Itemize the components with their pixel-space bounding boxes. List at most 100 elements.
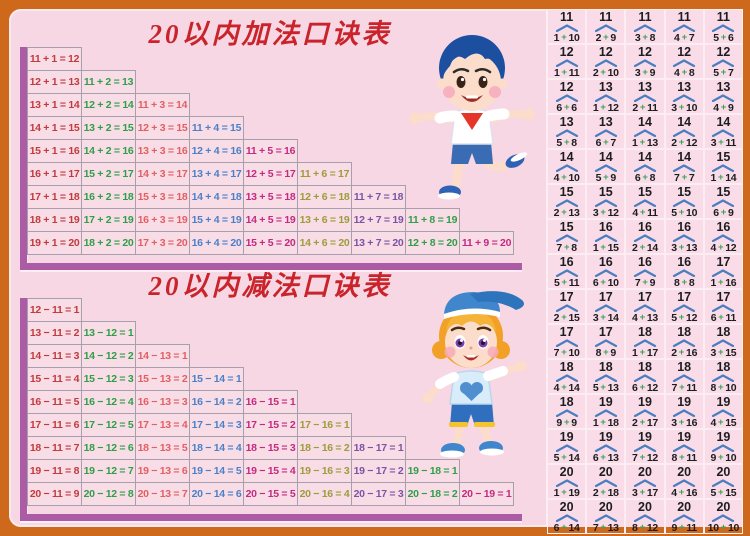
bond-plus-sign: +	[639, 207, 646, 218]
bond-parts: 5 +15	[710, 487, 736, 499]
addition-fact-cell: 11 + 7 = 18	[351, 185, 406, 209]
girl-character-illustration	[422, 291, 527, 458]
bond-split-caret-icon	[555, 268, 578, 277]
bond-plus-sign: +	[718, 277, 724, 288]
number-bond-cell: 16 2 +14	[625, 219, 665, 254]
bond-left-addend: 1	[632, 346, 638, 359]
subtraction-fact-cell: 19 − 11 = 8	[27, 459, 82, 483]
bond-split-caret-icon	[712, 373, 735, 382]
number-bond-cell: 15 7 +8	[547, 219, 587, 254]
bond-total: 11	[677, 10, 691, 24]
bond-split-caret-icon	[712, 338, 735, 347]
bond-split-caret-icon	[633, 58, 657, 67]
bond-parts: 7 +9	[635, 276, 656, 289]
bond-right-addend: 11	[568, 276, 580, 289]
subtraction-fact-cell: 20 − 11 = 9	[27, 482, 82, 506]
bond-plus-sign: +	[600, 277, 606, 288]
bond-split-caret-icon	[594, 513, 617, 522]
number-bond-cell: 19 1 +18	[586, 394, 626, 429]
bond-parts: 9 +9	[556, 416, 577, 429]
table-row: 17 + 1 = 18 16 + 2 = 18 15 + 3 = 18 14 + 4 …	[27, 185, 514, 209]
addition-fact-cell: 12 + 3 = 15	[135, 116, 190, 140]
bond-total: 13	[598, 115, 613, 129]
bond-plus-sign: +	[718, 487, 724, 498]
bond-left-addend: 1	[592, 416, 599, 429]
number-bond-cell: 18 4 +14	[547, 359, 587, 394]
number-bond-cell: 13 5 +8	[547, 114, 587, 149]
bond-left-addend: 8	[671, 451, 678, 464]
bond-left-addend: 2	[553, 311, 560, 324]
bond-total: 15	[638, 185, 652, 199]
bond-plus-sign: +	[603, 137, 609, 148]
subtraction-fact-cell: 13 − 11 = 2	[27, 321, 82, 345]
bond-right-addend: 14	[568, 521, 580, 534]
bond-split-caret-icon	[633, 513, 657, 522]
table-row: 19 + 1 = 20 18 + 2 = 20 17 + 3 = 20 16 + 4 …	[27, 231, 514, 255]
bond-parts: 3 +13	[671, 242, 697, 254]
bond-parts: 1 +13	[632, 136, 658, 149]
bond-left-addend: 6	[634, 171, 641, 184]
bond-plus-sign: +	[561, 172, 567, 183]
table-row: 13 + 1 = 14 12 + 2 = 14 11 + 3 = 14	[27, 93, 514, 117]
bond-parts: 2 +16	[671, 347, 697, 359]
bond-plus-sign: +	[678, 487, 685, 498]
bond-parts: 5 +7	[713, 67, 734, 79]
bond-plus-sign: +	[600, 312, 606, 323]
bond-left-addend: 6	[632, 381, 638, 394]
bond-right-addend: 14	[725, 171, 737, 184]
bond-right-addend: 9	[728, 206, 734, 219]
addition-fact-cell: 15 + 4 = 19	[189, 208, 244, 232]
bond-right-addend: 17	[646, 416, 658, 429]
bond-left-addend: 9	[556, 416, 562, 429]
bond-right-addend: 18	[607, 486, 619, 499]
subtraction-fact-cell: 17 − 14 = 3	[189, 413, 244, 437]
bond-plus-sign: +	[639, 417, 646, 428]
bond-plus-sign: +	[563, 417, 570, 428]
subtraction-table-title: 20以内减法口诀表	[148, 271, 392, 301]
number-bond-cell: 20 3 +17	[625, 464, 665, 499]
addition-fact-cell: 17 + 1 = 18	[27, 185, 82, 209]
number-bond-cell: 11 3 +8	[625, 9, 665, 44]
number-bond-cell: 16 5 +11	[547, 254, 587, 289]
subtraction-fact-cell: 14 − 12 = 2	[81, 344, 136, 368]
bond-left-addend: 4	[671, 486, 677, 499]
bond-right-addend: 8	[649, 171, 656, 184]
addition-fact-cell: 14 + 3 = 17	[135, 162, 190, 186]
bond-left-addend: 1	[710, 276, 716, 289]
bond-left-addend: 4	[553, 381, 560, 394]
bond-plus-sign: +	[679, 522, 685, 533]
addition-fact-cell: 14 + 1 = 15	[27, 116, 82, 140]
bond-plus-sign: +	[718, 242, 724, 253]
addition-fact-cell: 12 + 5 = 17	[243, 162, 298, 186]
addition-fact-cell: 11 + 6 = 17	[297, 162, 352, 186]
bond-total: 18	[677, 325, 692, 339]
number-bond-cell: 15 3 +12	[586, 184, 626, 219]
bond-total: 19	[638, 430, 652, 444]
bond-plus-sign: +	[720, 32, 727, 43]
bond-total: 14	[559, 150, 574, 164]
bond-split-caret-icon	[712, 443, 735, 452]
number-bond-cell: 11 5 +6	[703, 9, 743, 44]
bond-total: 16	[677, 255, 692, 269]
bond-plus-sign: +	[642, 172, 648, 183]
bond-left-addend: 4	[674, 31, 680, 44]
bond-left-addend: 1	[592, 101, 599, 114]
boy-character-illustration	[409, 35, 535, 200]
subtraction-fact-cell: 19 − 12 = 7	[81, 459, 136, 483]
bond-right-addend: 9	[649, 276, 656, 289]
bond-plus-sign: +	[603, 172, 609, 183]
bond-left-addend: 2	[553, 206, 560, 219]
number-bond-cell: 12 6 +6	[547, 79, 587, 114]
bond-left-addend: 6	[592, 276, 599, 289]
number-bond-cell: 17 2 +15	[547, 289, 587, 324]
bond-parts: 3 +10	[671, 102, 697, 114]
bond-left-addend: 1	[632, 136, 638, 149]
bond-parts: 1 +16	[710, 276, 736, 289]
number-bond-cell: 14 1 +13	[625, 114, 665, 149]
addition-fact-cell: 14 + 5 = 19	[243, 208, 298, 232]
bond-right-addend: 12	[646, 451, 658, 464]
bond-plus-sign: +	[639, 102, 646, 113]
bond-right-addend: 10	[607, 276, 619, 289]
bond-total: 12	[716, 45, 731, 59]
number-bond-cell: 13 3 +10	[664, 79, 704, 114]
